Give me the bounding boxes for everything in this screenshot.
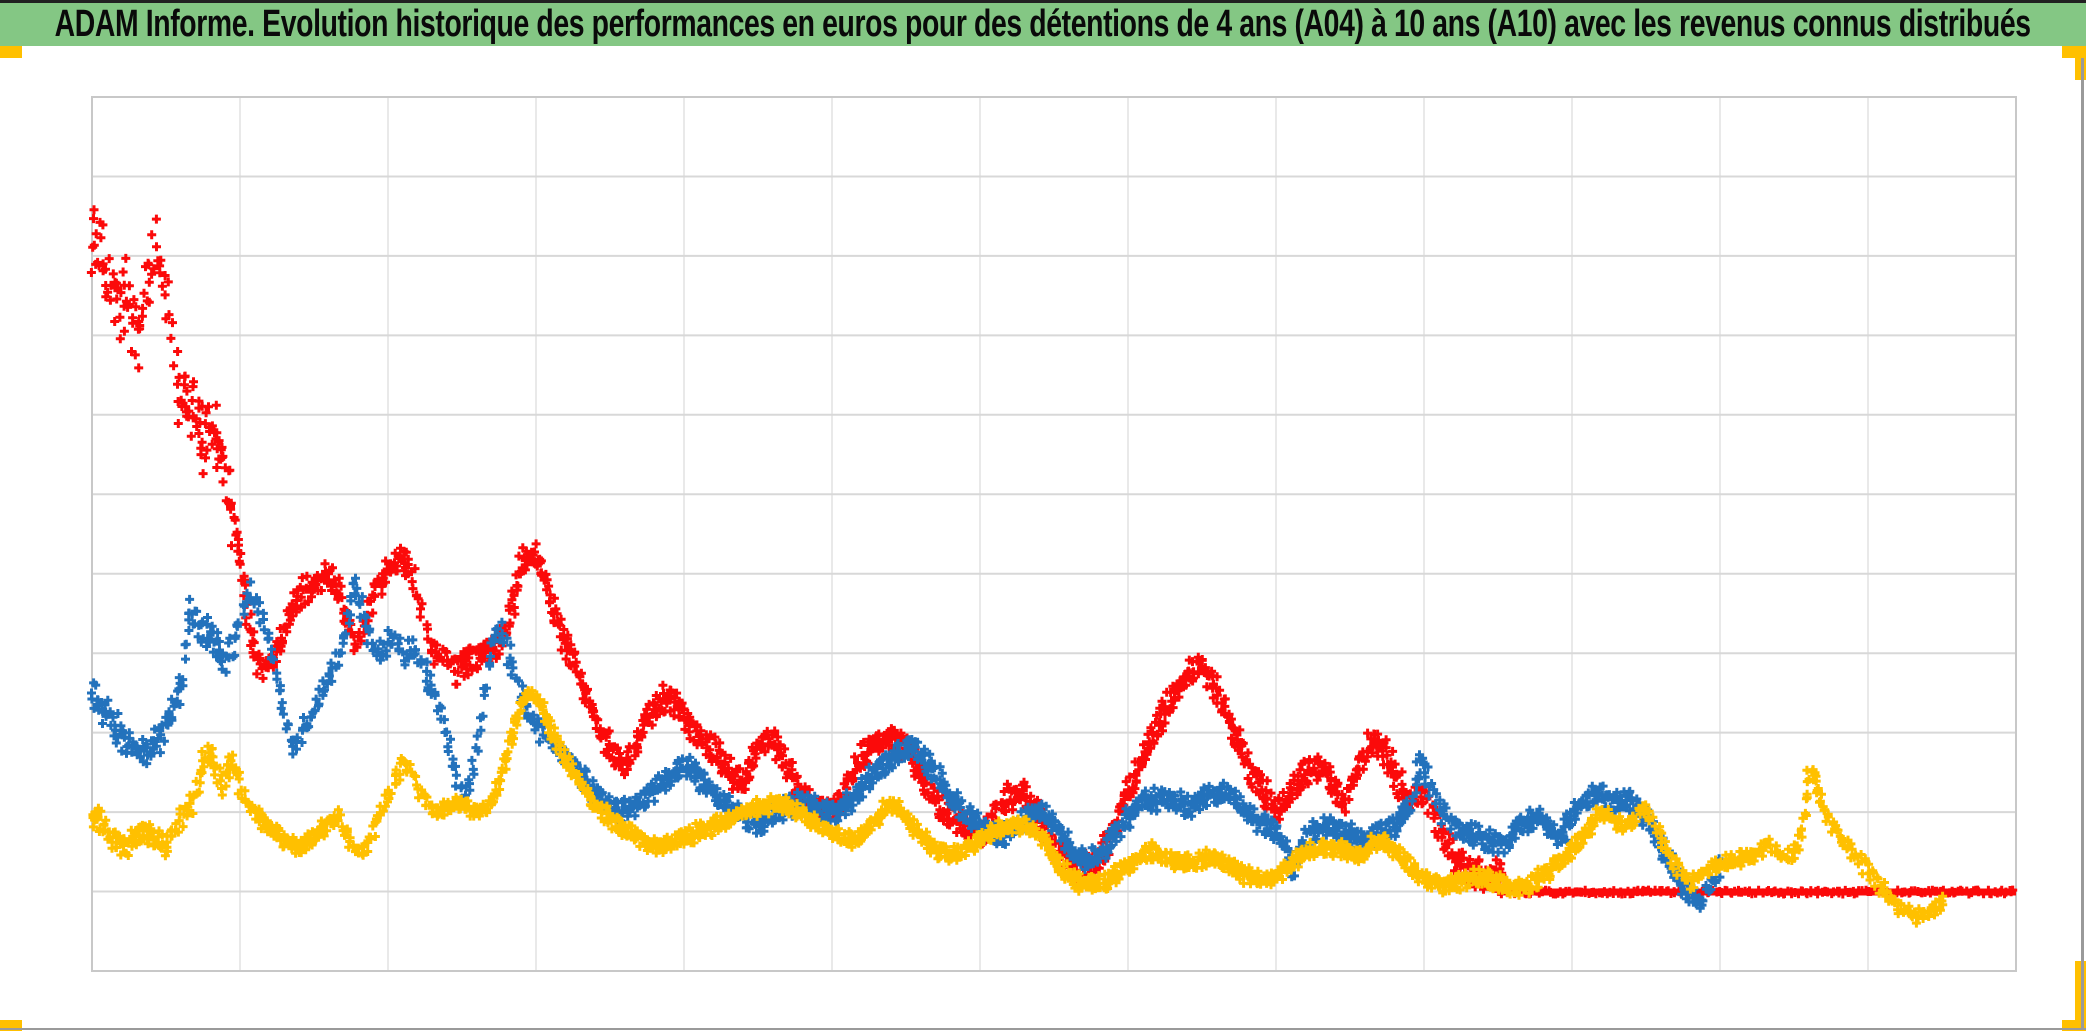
series-red [86, 205, 1507, 894]
corner-mark-top-left [0, 46, 22, 58]
report-title: ADAM Informe. Evolution historique des p… [55, 3, 2031, 45]
top-border-strip [0, 0, 2086, 3]
corner-mark-bottom-right-h [2062, 1020, 2086, 1031]
report-header: ADAM Informe. Evolution historique des p… [0, 3, 2086, 46]
corner-mark-bottom-right-v [2075, 961, 2086, 1031]
corner-mark-top-right-v [2075, 46, 2086, 80]
corner-mark-bottom-left [0, 1020, 22, 1031]
series-yellow [88, 686, 1948, 928]
frame-line-bottom [0, 1028, 2086, 1030]
frame-line-right [2081, 58, 2084, 1030]
